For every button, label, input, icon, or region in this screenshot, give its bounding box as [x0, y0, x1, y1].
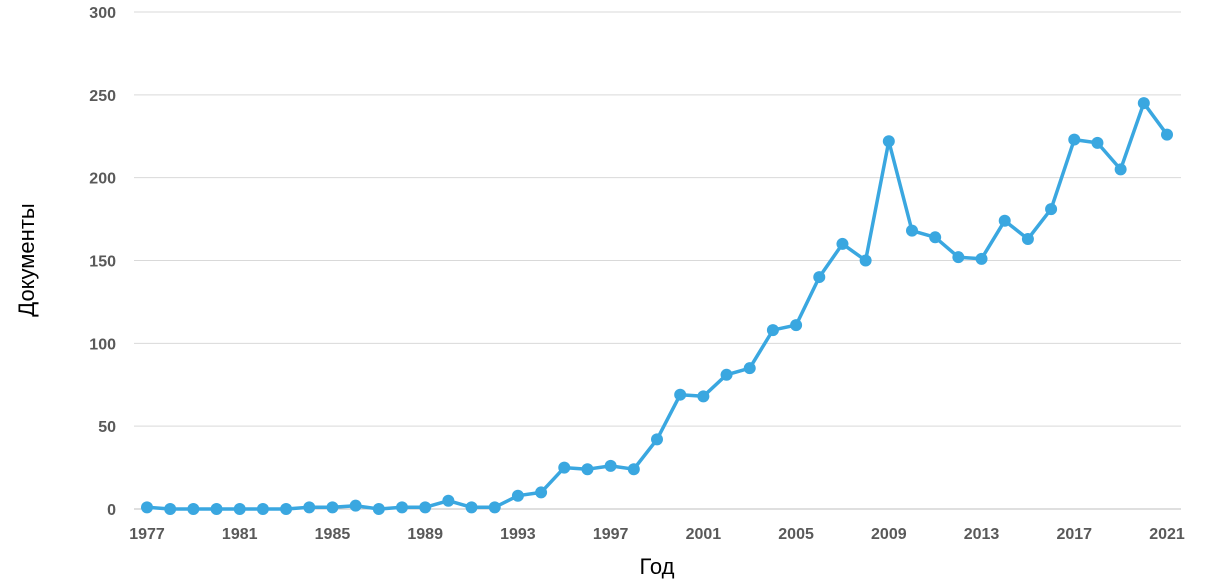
x-tick-label: 2013 — [964, 526, 1000, 543]
data-point-1988 — [396, 501, 408, 514]
y-tick-label: 250 — [89, 88, 116, 105]
data-point-1986 — [349, 499, 362, 512]
data-point-1979 — [187, 503, 200, 515]
data-point-1985 — [326, 501, 339, 514]
x-tick-label: 1985 — [315, 526, 351, 543]
data-point-1997 — [604, 459, 617, 472]
data-point-1994 — [535, 486, 548, 499]
x-tick-label: 2001 — [686, 526, 722, 543]
data-point-2017 — [1068, 133, 1081, 146]
data-point-1983 — [280, 503, 293, 515]
data-point-2018 — [1091, 136, 1104, 149]
y-tick-labels: 0 50 100 150 200 250 300 — [89, 5, 116, 519]
data-point-1987 — [372, 503, 385, 515]
data-point-2002 — [720, 368, 733, 381]
data-point-2007 — [836, 237, 849, 250]
data-point-2013 — [975, 252, 988, 265]
data-point-1991 — [465, 501, 478, 514]
x-tick-label: 1989 — [407, 526, 443, 543]
data-point-2011 — [929, 231, 942, 244]
y-tick-label: 300 — [89, 5, 116, 22]
data-point-1998 — [627, 463, 640, 476]
data-point-1978 — [164, 503, 177, 515]
data-point-1999 — [651, 433, 663, 446]
data-point-1977 — [141, 501, 153, 514]
data-point-1992 — [488, 501, 501, 514]
x-tick-label: 2005 — [778, 526, 814, 543]
data-point-2010 — [906, 224, 918, 237]
data-point-1996 — [581, 463, 594, 476]
x-tick-label: 2021 — [1149, 526, 1185, 543]
gridlines — [134, 11, 1181, 510]
data-point-2004 — [766, 324, 779, 337]
data-point-1995 — [558, 461, 571, 474]
y-tick-label: 200 — [89, 171, 116, 188]
data-point-2003 — [743, 362, 756, 375]
data-point-2000 — [674, 388, 687, 401]
data-points — [141, 97, 1173, 515]
data-point-1990 — [442, 494, 455, 507]
data-point-2009 — [882, 135, 895, 148]
data-point-2008 — [859, 254, 872, 267]
x-axis-label: Год — [639, 554, 674, 579]
x-tick-label: 1997 — [593, 526, 629, 543]
data-point-2015 — [1021, 232, 1034, 245]
x-tick-label: 1981 — [222, 526, 258, 543]
data-point-2014 — [998, 214, 1011, 227]
data-point-1989 — [419, 501, 432, 514]
data-point-1980 — [210, 503, 223, 515]
data-point-2020 — [1137, 97, 1150, 110]
data-point-2016 — [1045, 203, 1058, 216]
x-tick-labels: 1977 1981 1985 1989 1993 1997 2001 2005 2009 2013… — [129, 526, 1185, 543]
data-point-2001 — [697, 390, 710, 403]
data-point-2019 — [1114, 163, 1127, 176]
y-tick-label: 0 — [107, 502, 116, 519]
y-tick-label: 150 — [89, 254, 116, 271]
series-line-layer — [146, 101, 1169, 511]
data-point-1984 — [303, 501, 316, 514]
data-point-2012 — [952, 251, 965, 264]
x-tick-label: 2009 — [871, 526, 907, 543]
data-point-2005 — [790, 319, 803, 332]
x-tick-label: 2017 — [1056, 526, 1092, 543]
series-line — [146, 101, 1169, 511]
y-axis-label: Документы — [14, 203, 39, 316]
x-tick-label: 1977 — [129, 526, 165, 543]
data-point-2021 — [1161, 128, 1173, 141]
data-point-1981 — [233, 503, 246, 515]
data-point-2006 — [813, 271, 826, 284]
data-point-1993 — [511, 489, 524, 502]
y-tick-label: 50 — [98, 419, 116, 436]
y-tick-label: 100 — [89, 336, 116, 353]
data-point-1982 — [256, 503, 269, 515]
x-tick-label: 1993 — [500, 526, 536, 543]
